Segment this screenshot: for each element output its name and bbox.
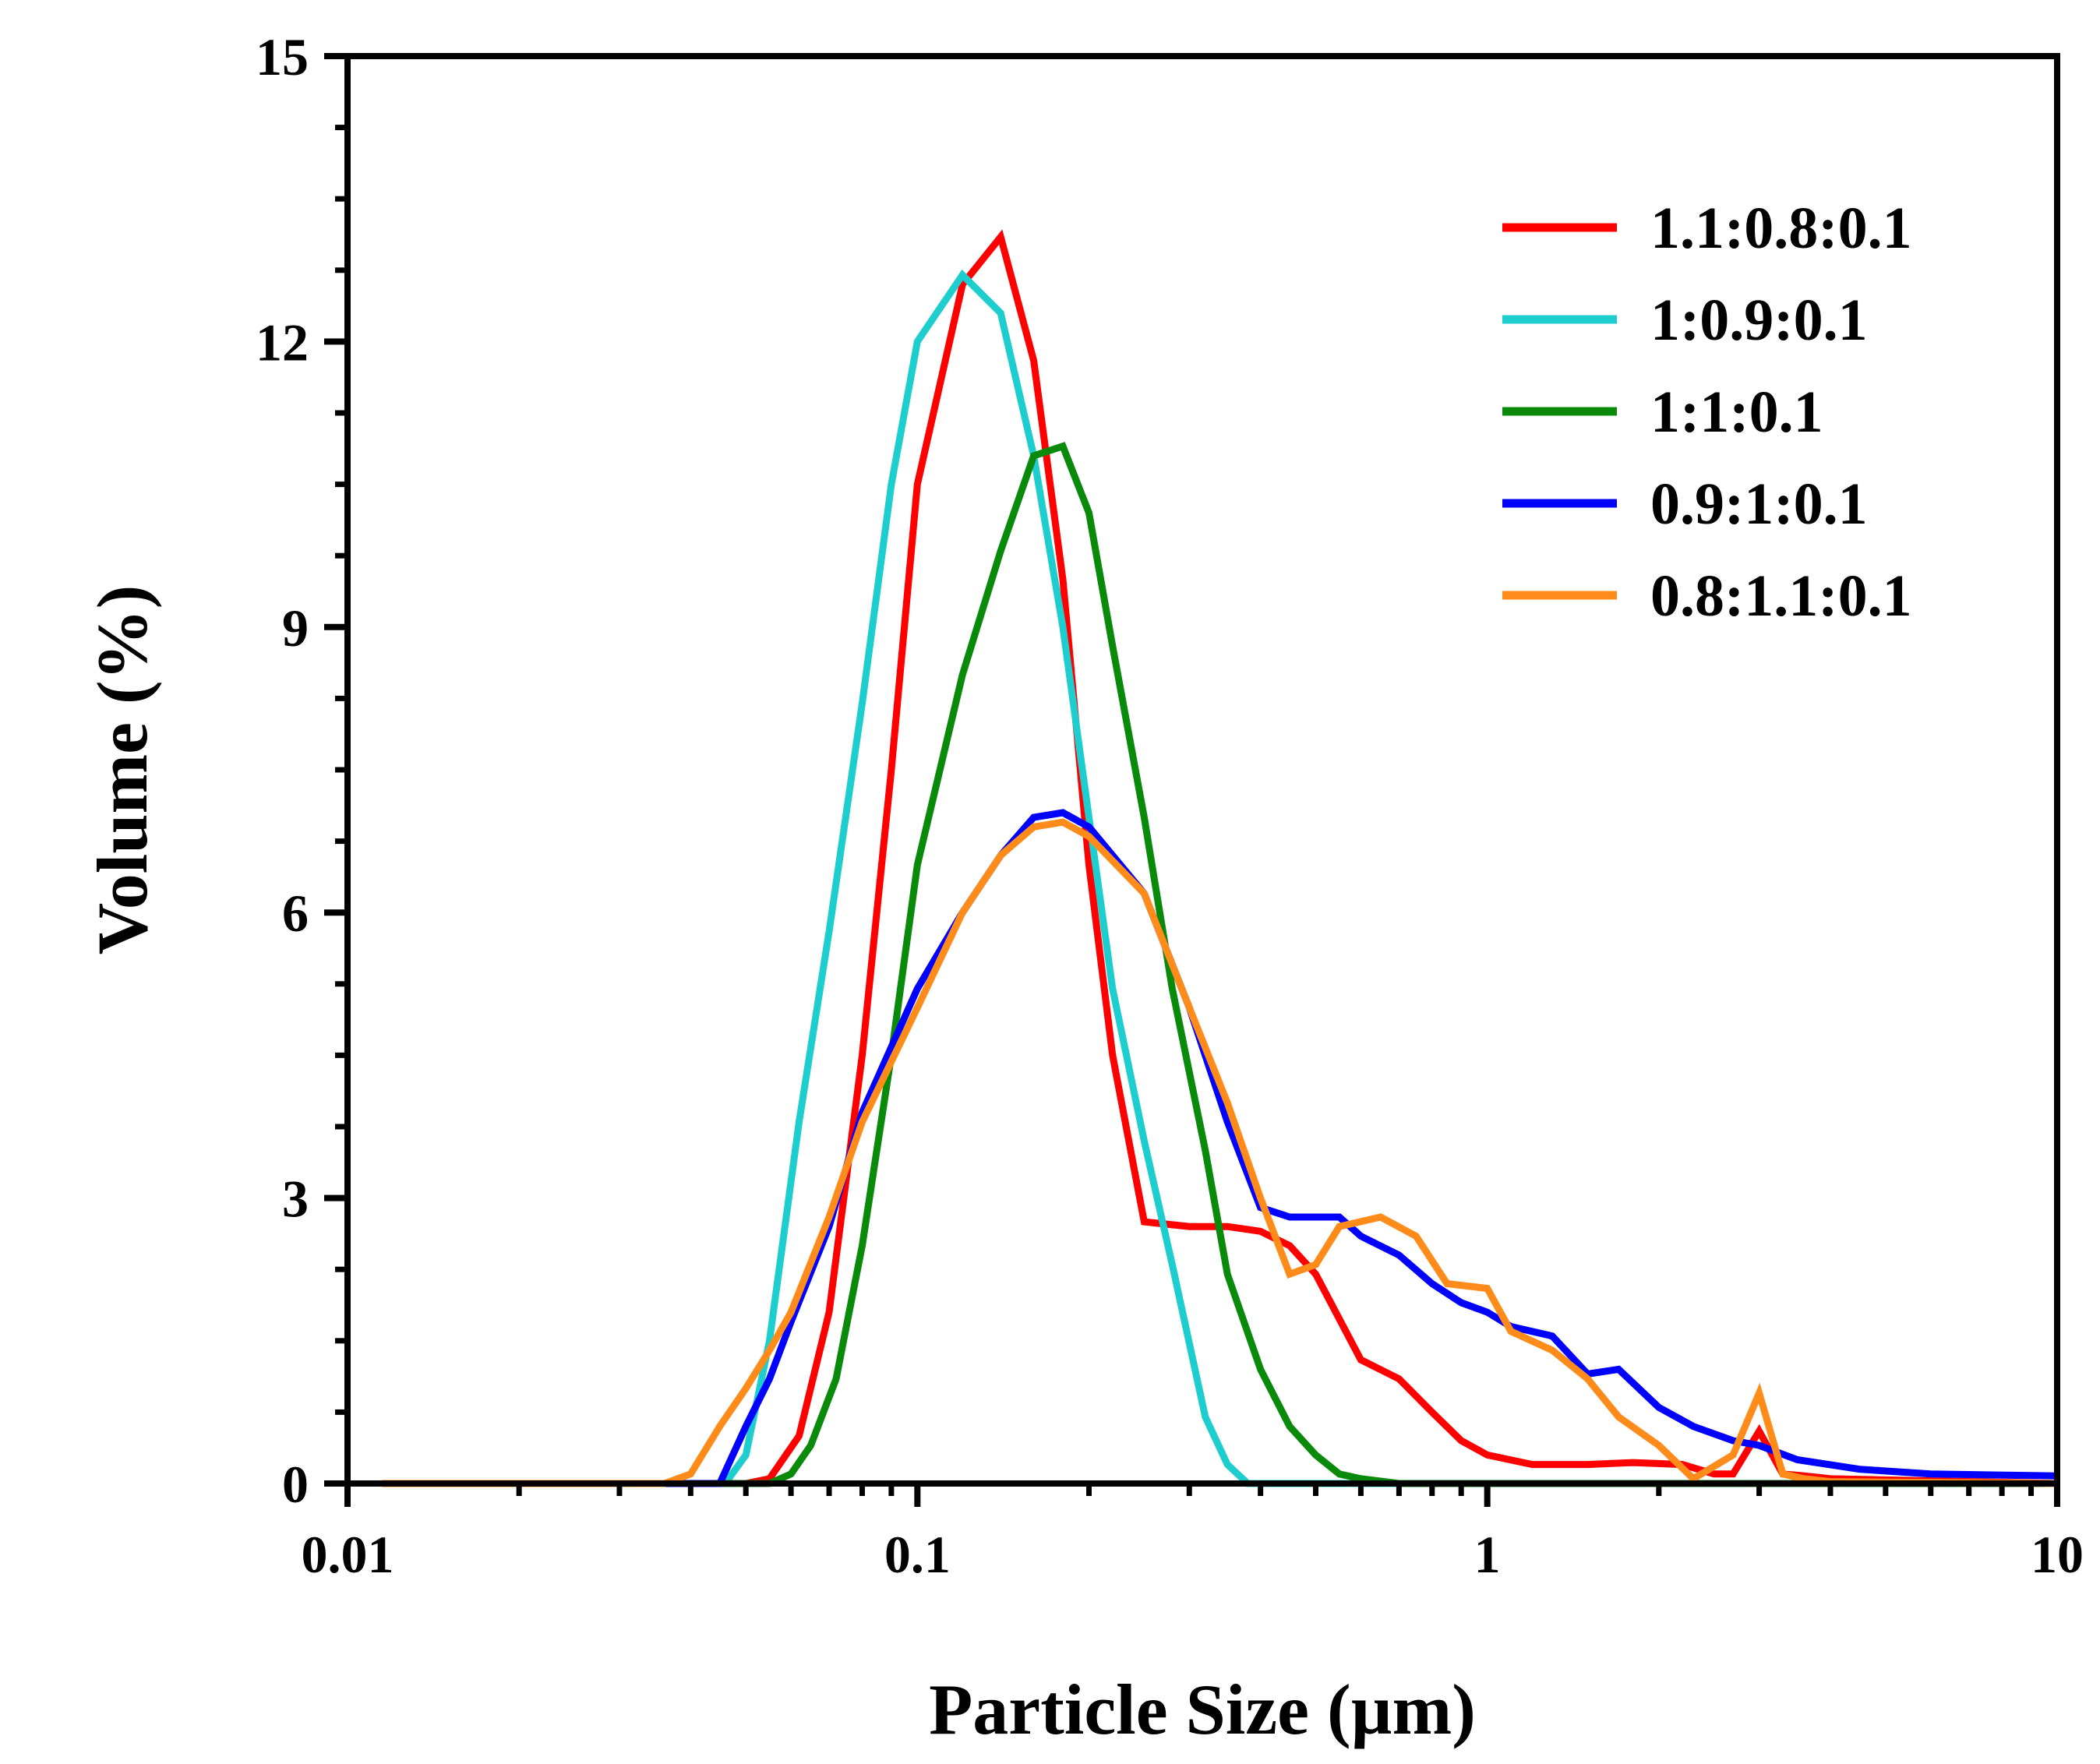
legend-label: 0.8:1.1:0.1 — [1650, 563, 1912, 629]
x-tick-label: 1 — [1474, 1525, 1501, 1584]
x-tick-label: 0.1 — [884, 1525, 951, 1584]
series-line-3 — [382, 442, 2057, 1487]
x-tick-label: 10 — [2031, 1525, 2084, 1584]
x-axis-title: Particle Size (µm) — [929, 1670, 1476, 1749]
y-axis-title: Volume (%) — [83, 585, 162, 954]
x-axis-ticks: 0.01 0.1 1 10 — [302, 1484, 2084, 1584]
y-tick-label: 15 — [256, 27, 309, 86]
plot-frame — [344, 53, 2060, 1487]
series-line-2 — [382, 269, 2057, 1487]
series-line-5 — [382, 818, 2058, 1487]
y-tick-label: 0 — [282, 1455, 309, 1514]
y-tick-label: 12 — [256, 312, 309, 372]
legend-label: 1.1:0.8:0.1 — [1650, 196, 1912, 261]
plot-lines — [382, 229, 2058, 1487]
y-tick-label: 3 — [282, 1170, 309, 1229]
series-line-4 — [382, 809, 2058, 1487]
x-tick-label: 0.01 — [302, 1525, 394, 1584]
legend-label: 0.9:1:0.1 — [1650, 471, 1868, 537]
y-tick-label: 6 — [282, 884, 309, 943]
legend-label: 1:1:0.1 — [1650, 379, 1823, 445]
y-tick-label: 9 — [282, 598, 309, 658]
legend: 1.1:0.8:0.1 1:0.9:0.1 1:1:0.1 0.9:1:0.1 0.8:… — [1502, 196, 1912, 629]
legend-label: 1:0.9:0.1 — [1650, 288, 1868, 353]
y-axis-ticks: 0 3 6 9 12 15 — [256, 27, 348, 1514]
